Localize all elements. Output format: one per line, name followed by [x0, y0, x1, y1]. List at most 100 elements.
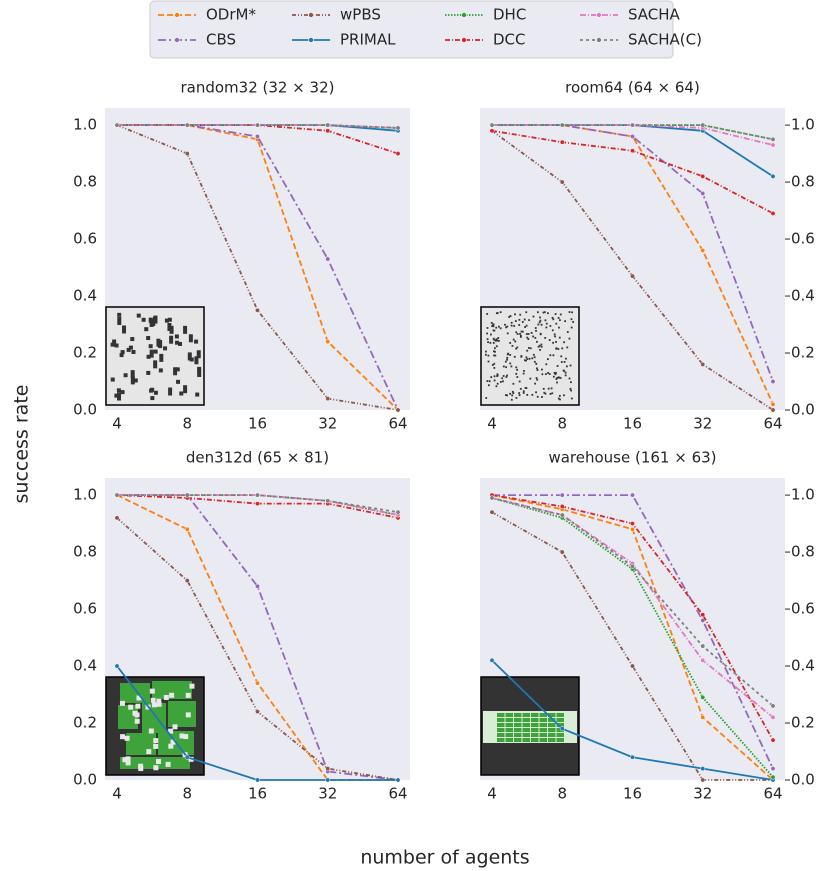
map-obstacle	[539, 348, 541, 351]
map-obstacle	[558, 376, 561, 379]
map-obstacle	[522, 392, 525, 394]
map-obstacle	[524, 387, 527, 389]
map-obstacle	[555, 371, 557, 374]
y-tick-label: 0.4	[791, 657, 815, 675]
map-obstacle	[543, 391, 546, 394]
map-obstacle	[568, 311, 571, 313]
map-obstacle	[159, 353, 164, 362]
point	[559, 726, 565, 732]
map-obstacle	[151, 702, 157, 708]
map-shelf	[556, 738, 564, 742]
point	[184, 122, 190, 128]
map-obstacle	[510, 324, 513, 327]
map-obstacle	[546, 312, 549, 315]
map-obstacle	[564, 374, 567, 377]
map-obstacle	[125, 760, 131, 766]
legend-label: DHC	[493, 6, 526, 24]
map-obstacle	[501, 377, 504, 380]
point	[630, 663, 635, 669]
point	[700, 714, 706, 720]
map-obstacle	[502, 375, 505, 377]
point	[770, 766, 776, 772]
map-obstacle	[146, 749, 152, 755]
map-obstacle	[527, 333, 530, 335]
map-shelf	[531, 738, 539, 742]
map-obstacle	[165, 761, 171, 767]
map-shelf	[505, 713, 513, 717]
map-obstacle	[536, 369, 539, 371]
point	[325, 777, 331, 783]
map-obstacle	[555, 341, 557, 343]
map-obstacle	[506, 358, 508, 361]
map-obstacle	[535, 367, 538, 370]
map-obstacle	[509, 315, 512, 317]
map-obstacle	[167, 322, 172, 331]
point	[700, 122, 706, 128]
point	[770, 703, 776, 709]
map-obstacle	[499, 327, 502, 330]
map-obstacle	[487, 354, 490, 357]
map-shelf	[531, 728, 539, 732]
point	[630, 526, 635, 532]
map-obstacle	[132, 710, 138, 716]
map-obstacle	[135, 703, 141, 709]
map-obstacle	[546, 358, 549, 360]
point	[559, 122, 565, 128]
point	[184, 526, 190, 532]
x-tick-label: 32	[693, 415, 712, 433]
map-obstacle	[556, 377, 559, 379]
map-obstacle	[521, 321, 524, 323]
map-obstacle	[499, 381, 502, 383]
map-obstacle	[545, 326, 548, 329]
map-obstacle	[185, 712, 191, 718]
map-obstacle	[526, 336, 529, 339]
map-shelf	[531, 733, 539, 737]
y-tick-label: 0.4	[73, 287, 97, 305]
point	[630, 492, 635, 498]
point	[114, 663, 120, 669]
point	[559, 512, 565, 518]
point	[184, 578, 190, 584]
point	[559, 492, 565, 498]
map-obstacle	[559, 313, 562, 316]
map-obstacle	[164, 318, 169, 323]
x-tick-label: 16	[248, 785, 267, 803]
point	[255, 134, 260, 139]
x-tick-label: 64	[763, 415, 782, 433]
map-obstacle	[126, 347, 131, 352]
map-obstacle	[544, 373, 547, 376]
map-free-space	[168, 701, 196, 727]
y-tick-label: 0.2	[73, 714, 97, 732]
point	[489, 657, 495, 663]
map-obstacle	[173, 367, 178, 376]
map-obstacle	[512, 382, 515, 385]
map-free-space	[120, 757, 190, 769]
map-obstacle	[509, 392, 512, 395]
map-obstacle	[514, 313, 516, 316]
subplot-title: random32 (32 × 32)	[180, 79, 334, 97]
map-obstacle	[544, 392, 547, 395]
map-obstacle	[535, 362, 538, 365]
y-tick-label: 0.0	[791, 401, 815, 419]
map-shelf	[539, 733, 547, 737]
map-obstacle	[563, 394, 565, 397]
legend-marker	[461, 12, 467, 18]
map-obstacle	[172, 724, 178, 730]
x-tick-label: 8	[557, 415, 567, 433]
map-obstacle	[559, 377, 562, 379]
x-tick-label: 64	[388, 785, 407, 803]
point	[770, 737, 776, 743]
map-shelf	[539, 728, 547, 732]
map-obstacle	[119, 353, 124, 358]
point	[770, 379, 776, 384]
map-obstacle	[542, 311, 545, 314]
x-tick-label: 8	[182, 785, 192, 803]
map-shelf	[497, 733, 505, 737]
y-tick-label: 1.0	[791, 116, 815, 134]
point	[770, 210, 776, 216]
map-obstacle	[492, 323, 494, 326]
map-obstacle	[167, 317, 172, 322]
map-obstacle	[496, 374, 499, 377]
map-shelf	[522, 728, 530, 732]
map-obstacle	[486, 380, 489, 382]
